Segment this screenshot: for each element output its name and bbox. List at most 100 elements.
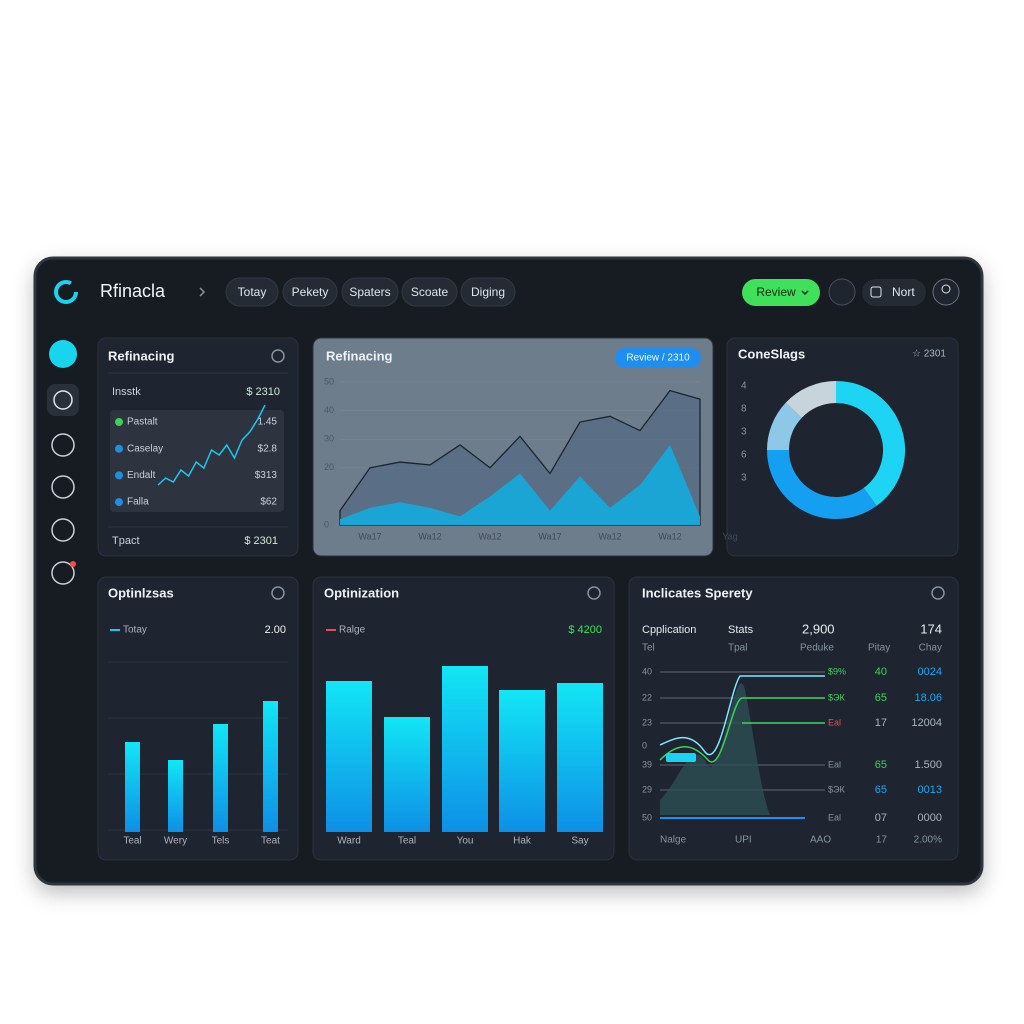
legend-value: $62 [260,497,277,508]
nav-item [51,433,75,457]
sparkline [157,404,266,486]
table-sub: Tpal [728,643,747,654]
legend-value: 1.45 [258,417,278,428]
table-sub: Chay [919,643,942,654]
nav-active [49,340,77,368]
tab[interactable] [401,277,458,307]
nav-icon [53,390,73,410]
tab[interactable] [460,277,516,307]
card-title: Optinization [324,585,399,600]
axis-label: 29 [642,784,652,794]
row-value: 65 [875,784,887,796]
row-value: 40 [875,666,887,678]
row-value: 0000 [918,812,942,824]
table-head: Cpplication [642,624,696,636]
row-value: 0024 [918,666,942,678]
avatar [932,278,960,306]
x-tick-label: Tels [212,836,230,847]
legend-dot [115,498,123,507]
card [726,337,959,557]
y-tick-label: 0 [324,519,329,529]
tab[interactable] [282,277,338,307]
nav-item [51,475,75,499]
scale-label: 6 [741,450,747,461]
row-value: 17 [875,717,887,729]
y-tick-label: 30 [324,434,334,444]
legend-label: Totay [123,625,147,636]
scale-label: 8 [741,404,747,415]
chevron [801,290,809,296]
row-value: 07 [875,812,887,824]
legend-value: $2.8 [258,443,278,454]
row-value: 65 [875,692,887,704]
row-tag: Eal [828,717,841,727]
axis-label: 0 [642,740,647,750]
table-foot: AAO [810,835,831,846]
x-tick-label: Say [571,836,588,847]
axis-label: 22 [642,692,652,702]
review-label: Review [756,285,796,299]
tab-label: Totay [238,285,267,299]
row-value: 1.500 [914,759,942,771]
x-tick-label: You [457,836,474,847]
x-tick-label: Teal [123,836,141,847]
row-value: 0013 [918,784,942,796]
nav-item [51,561,75,585]
x-tick-label: Wa12 [598,531,621,541]
marker [666,753,696,762]
settings-icon [931,586,945,600]
table-sub: Peduke [800,643,834,654]
footer-value: $ 2301 [244,535,278,547]
bar [213,724,228,832]
card-title: Refinacing [108,348,175,363]
bar [326,681,372,832]
donut-segment [767,402,803,451]
axis-label: 23 [642,717,652,727]
total: 2.00 [265,624,286,636]
tab-label: Diging [471,285,505,299]
line-shape [659,697,825,763]
table-head: Stats [728,624,754,636]
donut-segment [835,381,905,506]
scale-label: 3 [741,473,747,484]
user-button [862,279,926,306]
brand: Rfinacla [100,281,166,301]
card-title: Refinacing [326,348,393,363]
icon [870,286,882,298]
line-shape [659,675,825,756]
row-tag: $ЭК [828,784,845,794]
x-tick-label: Wery [164,836,187,847]
tab[interactable] [341,277,399,307]
review-button [742,279,820,306]
area [339,389,701,526]
footer-label: Tpact [112,535,140,547]
bar [499,690,545,832]
card-meta: ☆ 2301 [912,349,946,360]
legend-dot [115,444,123,453]
x-tick-label: Wa12 [478,531,501,541]
tab[interactable] [225,277,279,307]
row-value: 65 [875,759,887,771]
axis-label: 50 [642,812,652,822]
bar [384,717,430,832]
legend-dot [115,418,123,426]
settings-icon [271,349,285,363]
badge [615,348,701,368]
x-tick-label: Wa12 [418,531,441,541]
area [340,444,700,525]
row-tag: Eal [828,812,841,822]
bar [263,701,278,832]
user-label: Nort [892,285,915,299]
table-foot: Nalge [660,835,687,846]
nav-item [51,518,75,542]
x-tick-label: Wa17 [538,531,561,541]
legend-name: Endalt [127,470,156,481]
card-title: Optinlzsas [108,585,174,600]
axis-label: 40 [642,666,652,676]
table-sub: Pitay [868,643,890,654]
x-tick-label: Wa17 [358,531,381,541]
card-title: ConeSlags [738,346,805,361]
summary-label: Insstk [112,386,141,398]
x-tick-label: Yag [722,531,737,541]
table-foot: 17 [876,835,888,846]
